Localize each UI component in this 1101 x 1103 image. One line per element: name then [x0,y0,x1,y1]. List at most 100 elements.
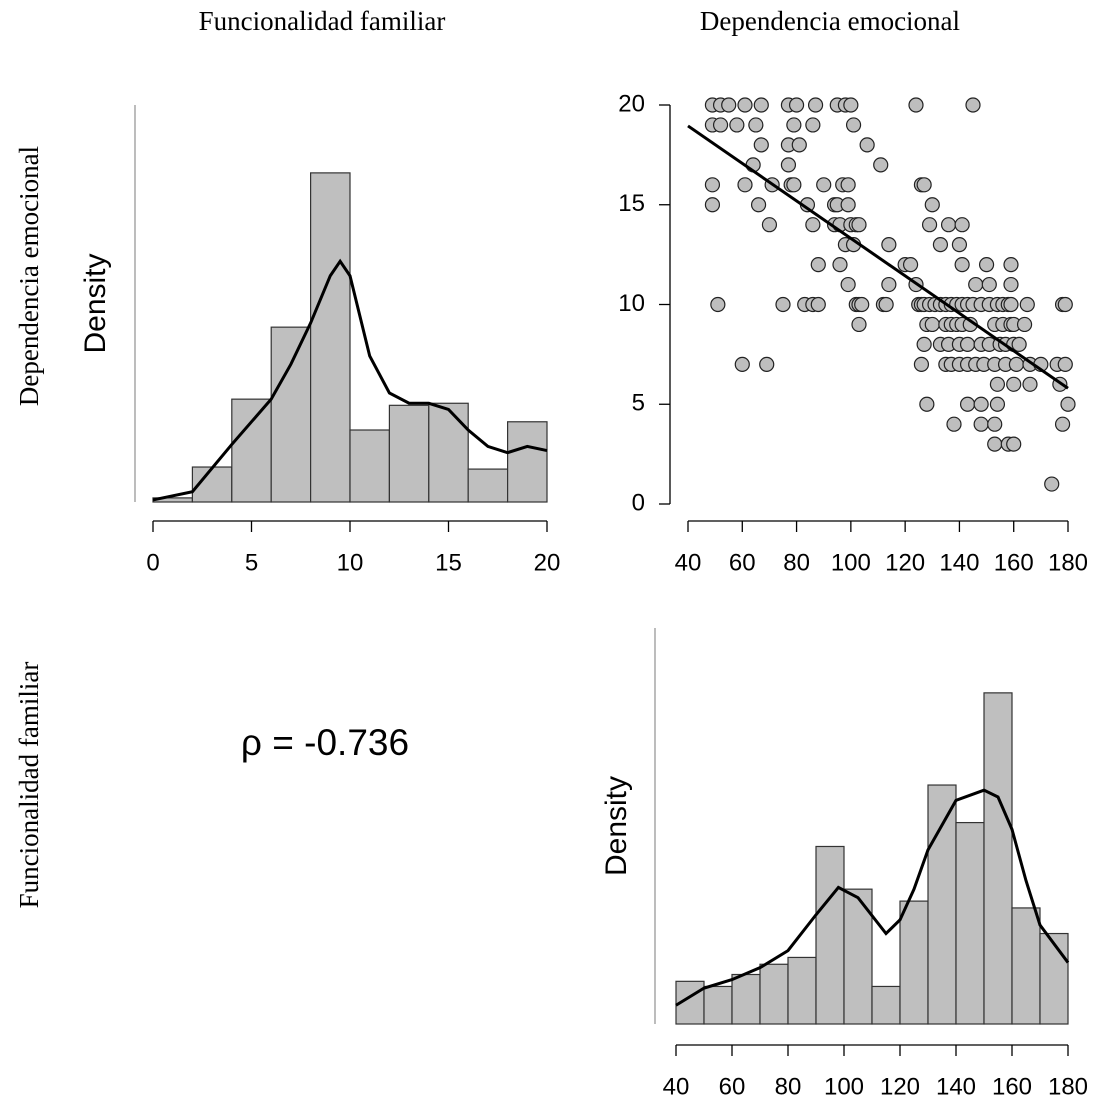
bar [899,900,929,1025]
bar [731,973,761,1025]
point [748,117,764,133]
bar [927,784,957,1025]
bar [871,985,901,1025]
x-tick-label: 40 [675,549,702,576]
bar [815,845,845,1025]
density-curve [675,788,1070,1007]
point [924,197,940,213]
point [786,177,802,193]
bar [388,404,430,503]
point [1016,316,1033,333]
x-tick-label: 120 [880,1073,920,1100]
point [973,416,989,432]
x-tick-label: 100 [831,549,871,576]
point [954,217,970,233]
point [780,157,797,173]
bar [759,963,789,1025]
row-label: Dependencia emocional [14,146,44,406]
point [921,217,938,233]
point [759,356,775,372]
column-label: Funcionalidad familiar [199,6,446,36]
point [1060,396,1076,412]
point [881,237,897,253]
point [873,157,889,173]
bar [787,956,817,1025]
point [1057,356,1073,372]
x-tick-label: 160 [992,1073,1032,1100]
point [816,177,832,193]
point [1022,376,1038,392]
point [1006,436,1022,452]
point [712,117,729,133]
x-tick-label: 0 [146,549,159,576]
point [954,257,970,273]
point [810,296,826,313]
bar [428,402,469,503]
point [1006,376,1022,392]
column-label: Dependencia emocional [700,6,960,36]
x-tick-label: 10 [337,549,364,576]
point [959,396,976,412]
bar [703,985,733,1025]
point [704,177,721,193]
y-tick-label: 0 [632,489,645,516]
y-axis-label: Density [600,776,633,876]
x-tick-label: 60 [719,1073,746,1100]
point [989,396,1006,412]
correlation-text: ρ = -0.736 [241,722,409,763]
point [810,257,826,273]
point [832,257,848,273]
bar [231,398,272,503]
bar [1011,907,1041,1025]
y-axis-label: Density [79,253,112,353]
point [851,217,867,233]
bar [983,692,1013,1025]
point [973,396,989,412]
point [1003,296,1019,313]
x-tick-label: 40 [663,1073,690,1100]
point [786,117,802,133]
point [807,97,824,113]
y-tick-label: 15 [618,190,645,217]
point [805,217,821,233]
point [908,97,924,113]
point [1019,296,1035,313]
density-curve [152,258,548,502]
bar [507,421,548,503]
point [1003,276,1019,293]
x-tick-label: 140 [936,1073,976,1100]
point [840,197,856,213]
row-label: Funcionalidad familiar [14,662,44,909]
point [737,177,753,193]
y-tick-label: 10 [618,290,645,317]
bar [955,821,985,1025]
point [959,336,976,352]
point [710,296,726,313]
point [919,396,935,412]
point [946,416,962,432]
point [932,237,949,253]
point [902,257,919,273]
y-tick-label: 5 [632,390,645,417]
point [753,137,769,153]
bar [1039,932,1069,1025]
point [1057,296,1073,313]
point [843,97,859,113]
x-tick-label: 20 [534,549,561,576]
point [704,197,721,213]
point [734,356,750,372]
point [805,117,821,133]
point [978,257,995,273]
point [965,97,981,113]
point [924,316,940,333]
bar [310,172,351,503]
point [987,416,1003,432]
point [729,117,745,133]
x-tick-label: 180 [1048,549,1088,576]
point [775,296,791,313]
point [1008,356,1025,372]
point [840,276,856,293]
x-tick-label: 80 [775,1073,802,1100]
x-tick-label: 15 [435,549,462,576]
